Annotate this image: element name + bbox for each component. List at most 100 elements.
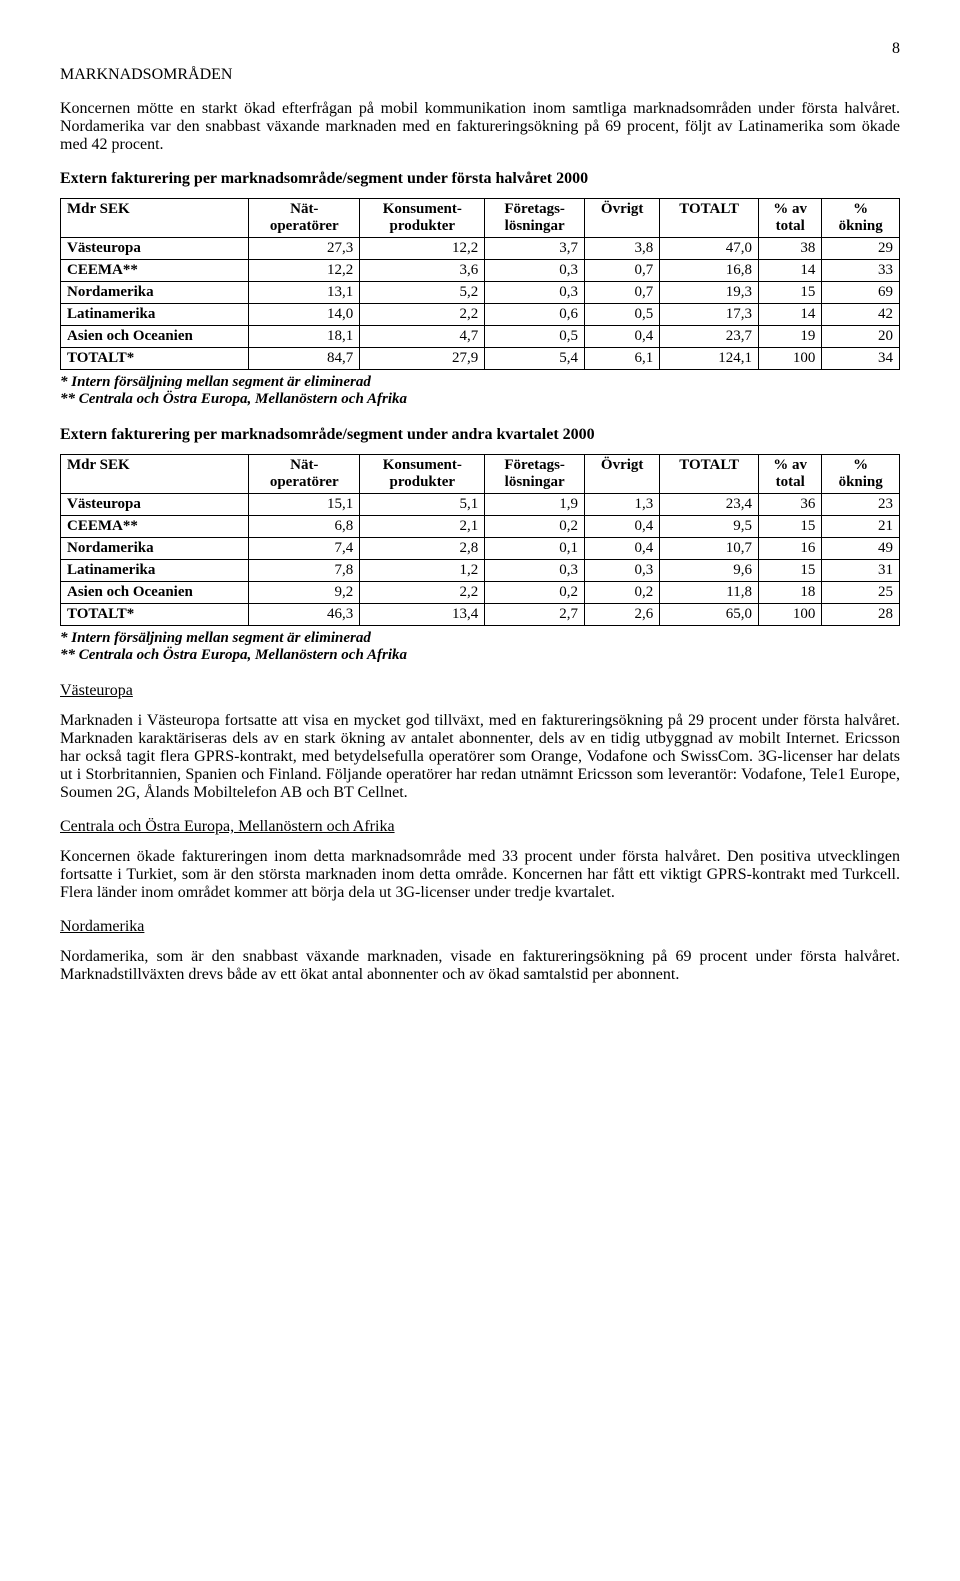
data-cell: 7,8 <box>249 560 360 582</box>
data-cell: 0,5 <box>585 304 660 326</box>
data-cell: 9,2 <box>249 582 360 604</box>
data-cell: 0,3 <box>485 560 585 582</box>
data-cell: 38 <box>758 238 821 260</box>
data-cell: 0,4 <box>585 326 660 348</box>
table-h1: Mdr SEK Nät-operatörer Konsument-produkt… <box>60 198 900 370</box>
data-cell: 5,2 <box>360 282 485 304</box>
data-cell: 20 <box>822 326 900 348</box>
data-cell: 14 <box>758 260 821 282</box>
row-label-cell: CEEMA** <box>61 260 249 282</box>
data-cell: 33 <box>822 260 900 282</box>
table-row: Asien och Oceanien18,14,70,50,423,71920 <box>61 326 900 348</box>
row-label-cell: Nordamerika <box>61 282 249 304</box>
data-cell: 6,1 <box>585 348 660 370</box>
page-number: 8 <box>60 40 900 58</box>
row-label-cell: Nordamerika <box>61 538 249 560</box>
data-cell: 47,0 <box>660 238 759 260</box>
data-cell: 3,6 <box>360 260 485 282</box>
data-cell: 0,2 <box>485 582 585 604</box>
data-cell: 28 <box>822 604 900 626</box>
vasteuropa-paragraph: Marknaden i Västeuropa fortsatte att vis… <box>60 712 900 802</box>
th-totalt: TOTALT <box>660 199 759 238</box>
row-label-cell: Latinamerika <box>61 304 249 326</box>
data-cell: 17,3 <box>660 304 759 326</box>
data-cell: 0,2 <box>585 582 660 604</box>
data-cell: 11,8 <box>660 582 759 604</box>
data-cell: 36 <box>758 494 821 516</box>
th-ovrigt: Övrigt <box>585 455 660 494</box>
data-cell: 2,1 <box>360 516 485 538</box>
table-row: CEEMA**6,82,10,20,49,51521 <box>61 516 900 538</box>
data-cell: 23,4 <box>660 494 759 516</box>
data-cell: 15 <box>758 516 821 538</box>
ceema-heading: Centrala och Östra Europa, Mellanöstern … <box>60 818 900 836</box>
th-totalt: TOTALT <box>660 455 759 494</box>
row-label-cell: Asien och Oceanien <box>61 326 249 348</box>
data-cell: 0,2 <box>485 516 585 538</box>
ceema-paragraph: Koncernen ökade faktureringen inom detta… <box>60 848 900 902</box>
table-row: Nordamerika7,42,80,10,410,71649 <box>61 538 900 560</box>
row-label-cell: Västeuropa <box>61 494 249 516</box>
table2-heading: Extern fakturering per marknadsområde/se… <box>60 426 900 444</box>
data-cell: 4,7 <box>360 326 485 348</box>
data-cell: 2,6 <box>585 604 660 626</box>
data-cell: 19,3 <box>660 282 759 304</box>
data-cell: 16 <box>758 538 821 560</box>
table1-heading: Extern fakturering per marknadsområde/se… <box>60 170 900 188</box>
data-cell: 27,3 <box>249 238 360 260</box>
data-cell: 3,7 <box>485 238 585 260</box>
data-cell: 1,3 <box>585 494 660 516</box>
table-row: Västeuropa27,312,23,73,847,03829 <box>61 238 900 260</box>
data-cell: 13,1 <box>249 282 360 304</box>
th-konsument: Konsument-produkter <box>360 455 485 494</box>
data-cell: 0,4 <box>585 516 660 538</box>
data-cell: 0,7 <box>585 260 660 282</box>
data-cell: 12,2 <box>249 260 360 282</box>
data-cell: 0,1 <box>485 538 585 560</box>
th-pct-okning: %ökning <box>822 455 900 494</box>
data-cell: 15,1 <box>249 494 360 516</box>
table-row: Latinamerika7,81,20,30,39,61531 <box>61 560 900 582</box>
row-label-cell: Västeuropa <box>61 238 249 260</box>
data-cell: 34 <box>822 348 900 370</box>
data-cell: 5,1 <box>360 494 485 516</box>
data-cell: 16,8 <box>660 260 759 282</box>
data-cell: 0,3 <box>485 282 585 304</box>
data-cell: 1,9 <box>485 494 585 516</box>
nordamerika-paragraph: Nordamerika, som är den snabbast växande… <box>60 948 900 984</box>
data-cell: 0,6 <box>485 304 585 326</box>
data-cell: 100 <box>758 604 821 626</box>
data-cell: 3,8 <box>585 238 660 260</box>
data-cell: 15 <box>758 282 821 304</box>
table1-footnotes: * Intern försäljning mellan segment är e… <box>60 374 900 408</box>
table-row: TOTALT*84,727,95,46,1124,110034 <box>61 348 900 370</box>
th-pct-okning: %ökning <box>822 199 900 238</box>
data-cell: 9,5 <box>660 516 759 538</box>
data-cell: 2,7 <box>485 604 585 626</box>
data-cell: 6,8 <box>249 516 360 538</box>
data-cell: 9,6 <box>660 560 759 582</box>
table-row: TOTALT*46,313,42,72,665,010028 <box>61 604 900 626</box>
table-row: Latinamerika14,02,20,60,517,31442 <box>61 304 900 326</box>
th-konsument: Konsument-produkter <box>360 199 485 238</box>
nordamerika-heading: Nordamerika <box>60 918 900 936</box>
data-cell: 23 <box>822 494 900 516</box>
data-cell: 2,2 <box>360 582 485 604</box>
data-cell: 69 <box>822 282 900 304</box>
data-cell: 14 <box>758 304 821 326</box>
data-cell: 2,8 <box>360 538 485 560</box>
data-cell: 27,9 <box>360 348 485 370</box>
row-label-cell: TOTALT* <box>61 348 249 370</box>
data-cell: 15 <box>758 560 821 582</box>
data-cell: 18 <box>758 582 821 604</box>
row-label-cell: TOTALT* <box>61 604 249 626</box>
data-cell: 19 <box>758 326 821 348</box>
page-title: MARKNADSOMRÅDEN <box>60 66 900 84</box>
data-cell: 49 <box>822 538 900 560</box>
data-cell: 25 <box>822 582 900 604</box>
row-label-cell: Latinamerika <box>61 560 249 582</box>
data-cell: 13,4 <box>360 604 485 626</box>
data-cell: 42 <box>822 304 900 326</box>
th-mdr-sek: Mdr SEK <box>61 199 249 238</box>
data-cell: 1,2 <box>360 560 485 582</box>
